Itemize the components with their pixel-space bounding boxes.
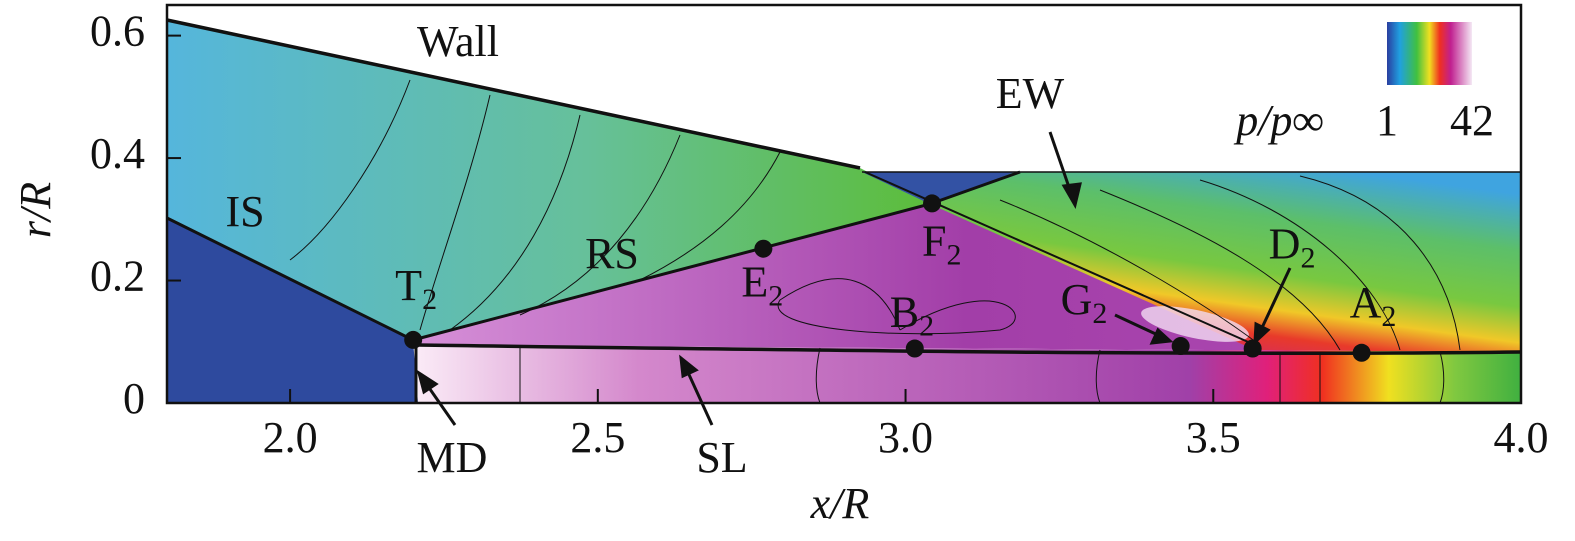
point-subscript: 2 — [1092, 297, 1107, 330]
annotation: MD — [417, 433, 488, 482]
point-marker — [404, 330, 423, 349]
y-tick-label: 0.2 — [90, 252, 145, 301]
point-marker — [754, 239, 773, 258]
point-marker — [1243, 339, 1262, 358]
colorbar-tick-label: 42 — [1450, 96, 1494, 145]
point-label: B2 — [890, 288, 934, 343]
plot-frame — [165, 3, 1523, 405]
x-tick-label: 3.5 — [1186, 413, 1241, 462]
point-label: E2 — [741, 258, 783, 313]
x-tick-label: 2.5 — [570, 413, 625, 462]
point-name: F — [922, 216, 946, 265]
point-marker — [1352, 343, 1371, 362]
point-subscript: 2 — [768, 280, 783, 313]
point-subscript: 2 — [1300, 241, 1315, 274]
point-label: T2 — [395, 261, 437, 316]
y-axis-label: r/R — [11, 182, 60, 238]
point-name: G — [1061, 275, 1093, 324]
point-label: G2 — [1061, 275, 1108, 330]
colorbar — [1387, 22, 1472, 85]
x-tick-label: 3.0 — [878, 413, 933, 462]
point-subscript: 2 — [422, 283, 437, 316]
y-tick-label: 0.4 — [90, 129, 145, 178]
colorbar-tick-label: 1 — [1376, 96, 1398, 145]
annotation: SL — [696, 433, 747, 482]
x-axis-label: x/R — [810, 479, 870, 528]
point-name: T — [395, 261, 422, 310]
point-label: F2 — [922, 216, 961, 271]
annotation: Wall — [417, 17, 499, 66]
y-tick-label: 0 — [123, 374, 145, 423]
annotation: RS — [585, 229, 639, 278]
point-subscript: 2 — [1381, 300, 1396, 333]
x-tick-label: 4.0 — [1494, 413, 1549, 462]
point-name: D — [1269, 220, 1301, 269]
x-tick-label: 2.0 — [263, 413, 318, 462]
point-subscript: 2 — [946, 238, 961, 271]
point-label: D2 — [1269, 220, 1316, 275]
y-tick-label: 0.6 — [90, 7, 145, 56]
colorbar-label: p/p∞ — [1233, 96, 1324, 145]
point-subscript: 2 — [919, 309, 934, 342]
annotation: EW — [996, 69, 1065, 118]
annotation: IS — [225, 187, 264, 236]
point-name: A — [1350, 278, 1382, 327]
flow-field — [166, 18, 1522, 426]
point-marker — [923, 194, 942, 213]
point-marker — [1171, 337, 1190, 356]
point-label: A2 — [1350, 278, 1397, 333]
point-name: E — [741, 258, 768, 307]
point-marker — [905, 339, 924, 358]
point-name: B — [890, 288, 919, 337]
